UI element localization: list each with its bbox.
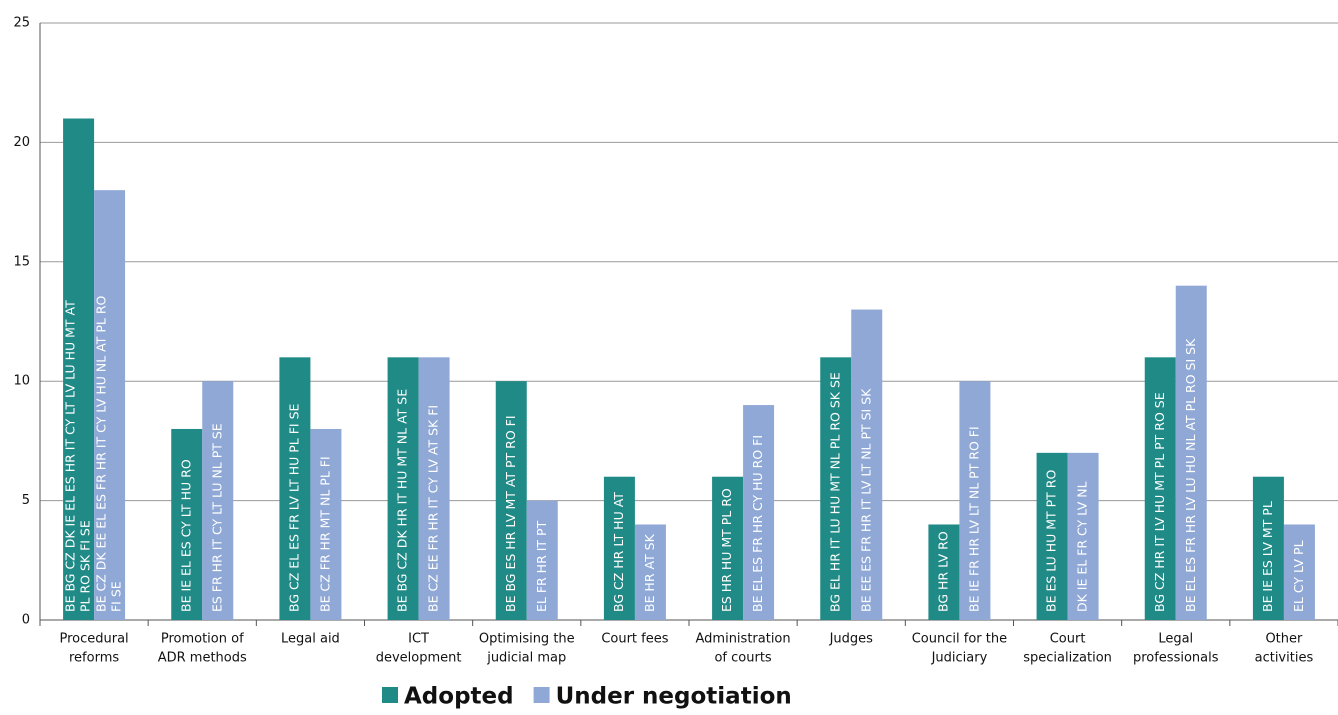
bar (1175, 285, 1207, 620)
bar (634, 524, 666, 620)
x-tick-label: reforms (69, 651, 119, 666)
bar (603, 476, 635, 620)
bar-label: BE BG ES HR LV MT AT PT RO FI (503, 415, 518, 612)
x-tick-label: Optimising the (479, 632, 575, 647)
bar (820, 357, 852, 620)
bar-label: BE BG CZ DK HR IT HU MT NL AT SE (395, 389, 410, 612)
y-tick-label: 25 (13, 16, 30, 31)
bar-label: BE HR AT SK (642, 533, 657, 612)
bar-label: BE IE EL ES CY LT HU RO (178, 459, 193, 612)
bar (1036, 452, 1068, 620)
bar-label: BE CZ FR HR MT NL PL FI (317, 456, 332, 612)
bar-label: PL RO SK FI SE (78, 520, 93, 612)
bar (928, 524, 960, 620)
x-tick-label: Court (1050, 632, 1086, 647)
y-tick-label: 5 (22, 493, 30, 508)
x-tick-label: ICT (408, 632, 429, 647)
bar (1144, 357, 1176, 620)
bar (202, 381, 234, 620)
x-tick-label: of courts (714, 651, 771, 666)
x-tick-label: Legal aid (281, 632, 340, 647)
bar (851, 309, 883, 620)
y-tick-label: 0 (22, 613, 30, 628)
bar (959, 381, 991, 620)
bar (279, 357, 311, 620)
bar-label: BE BG CZ DK IE EL ES HR IT CY LT LV LU H… (63, 300, 78, 612)
bar-label: EL FR HR IT PT (534, 520, 549, 612)
bar (171, 428, 203, 620)
legend-swatch (382, 687, 398, 703)
bar (94, 190, 126, 620)
bar-label: DK IE EL FR CY LV NL (1075, 481, 1090, 612)
x-tick-label: development (376, 651, 462, 666)
bar (712, 476, 744, 620)
bar-label: FI SE (109, 581, 124, 612)
bar-label: BE EL ES FR HR LV LU HU NL AT PL RO SI S… (1183, 338, 1198, 612)
x-tick-label: Judges (829, 632, 874, 647)
x-tick-label: Procedural (59, 632, 128, 647)
x-tick-label: judicial map (486, 651, 566, 666)
bar (1283, 524, 1315, 620)
bar (418, 357, 450, 620)
bar-label: BG CZ HR LT HU AT (611, 492, 626, 612)
y-tick-label: 15 (13, 254, 30, 269)
legend-label: Under negotiation (556, 684, 792, 710)
legend-label: Adopted (404, 684, 514, 710)
bar-label: ES FR HR IT CY LT LU NL PT SE (209, 423, 224, 612)
bar (1252, 476, 1284, 620)
bar-label: BG EL HR IT LU HU MT NL PL RO SK SE (827, 372, 842, 612)
bar-label: BE CZ DK EE EL ES FR HR IT CY LV HU NL A… (94, 295, 109, 612)
legend-swatch (533, 687, 550, 703)
bar-label: EL CY LV PL (1291, 540, 1306, 612)
x-tick-label: Judiciary (931, 651, 988, 666)
bar-label: ES HR HU MT PL RO (719, 488, 734, 612)
x-tick-label: specialization (1023, 651, 1112, 666)
y-tick-label: 20 (13, 135, 30, 150)
x-tick-label: Administration (696, 632, 791, 647)
bar (387, 357, 419, 620)
x-tick-label: ADR methods (158, 651, 247, 666)
bar (495, 381, 527, 620)
bar-label: BE ES LU HU MT PT RO (1044, 470, 1059, 612)
bar-label: BG HR LV RO (935, 531, 950, 612)
x-tick-label: Promotion of (161, 632, 244, 647)
bar-label: BE EL ES FR HR CY HU RO FI (750, 435, 765, 612)
x-tick-label: Council for the (912, 632, 1007, 647)
bar-label: BE IE ES LV MT PL (1260, 501, 1275, 612)
x-tick-label: Other (1265, 632, 1303, 647)
bar-label: BE EE ES FR HR IT LV LT NL PT SI SK (858, 388, 873, 612)
x-tick-label: Court fees (601, 632, 668, 647)
bar-label: BE CZ EE FR HR IT CY LV AT SK FI (426, 405, 441, 612)
y-tick-label: 10 (13, 374, 30, 389)
bar-label: BG CZ EL ES FR LV LT HU PL FI SE (286, 403, 301, 612)
bar (310, 428, 342, 620)
bar-label: BE IE FR HR LV LT NL PT RO FI (966, 426, 981, 612)
x-tick-label: professionals (1133, 651, 1219, 666)
x-tick-label: Legal (1158, 632, 1193, 647)
bar (526, 500, 558, 620)
bar (1067, 452, 1099, 620)
bar (63, 118, 95, 621)
bar (743, 405, 775, 620)
x-tick-label: activities (1255, 651, 1314, 666)
bar-label: BG CZ HR IT LV HU MT PL PT RO SE (1152, 392, 1167, 612)
